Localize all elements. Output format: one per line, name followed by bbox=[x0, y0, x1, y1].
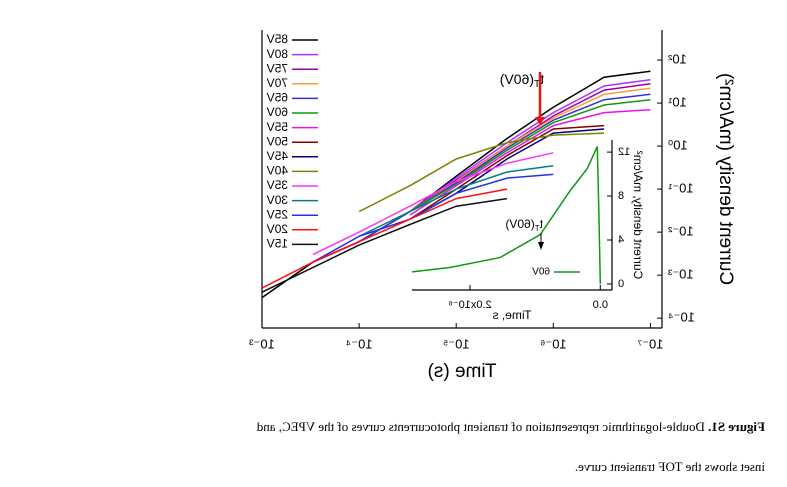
legend-label: 85V bbox=[267, 32, 288, 46]
x-tick-label: 10⁻⁵ bbox=[443, 336, 470, 351]
y-axis-label: Current density, mA/cm² bbox=[631, 151, 645, 279]
legend-label: 75V bbox=[267, 61, 288, 75]
x-tick-label: 10⁻⁶ bbox=[540, 336, 567, 351]
annotation-text: (60V) bbox=[505, 217, 534, 231]
annotation: tT(60V) bbox=[505, 217, 543, 233]
x-tick-label: 2.0x10⁻⁶ bbox=[448, 299, 491, 311]
legend-label: 20V bbox=[267, 222, 288, 236]
legend-label: 40V bbox=[267, 164, 288, 178]
annotation-sub: T bbox=[535, 224, 540, 233]
y-tick-label: 0 bbox=[618, 278, 624, 290]
caption-line: Figure S1. Double-logarithmic representa… bbox=[256, 419, 765, 434]
y-tick-label: 10⁻¹ bbox=[667, 181, 693, 196]
caption-line: inset shows the TOF transient curve. bbox=[575, 459, 765, 474]
y-tick-label: 10² bbox=[667, 52, 686, 67]
legend-label: 30V bbox=[267, 193, 288, 207]
y-tick-label: 10⁻⁴ bbox=[668, 310, 695, 325]
annotation-sub: T bbox=[534, 79, 540, 90]
y-tick-label: 4 bbox=[618, 234, 624, 246]
caption: Figure S1. Double-logarithmic representa… bbox=[256, 419, 765, 474]
x-tick-label: 10⁻⁷ bbox=[637, 336, 663, 351]
legend-label: 70V bbox=[267, 76, 288, 90]
legend-label: 25V bbox=[267, 207, 288, 221]
annotation-text: t bbox=[539, 217, 543, 231]
legend-label: 55V bbox=[267, 120, 288, 134]
series-line bbox=[358, 132, 605, 213]
annotation: tT(60V) bbox=[500, 71, 544, 90]
x-tick-label: 0.0 bbox=[593, 299, 608, 311]
legend-label: 80V bbox=[267, 47, 288, 61]
y-tick-label: 10⁻³ bbox=[667, 267, 693, 282]
annotation-text: (60V) bbox=[500, 71, 534, 87]
x-axis-label: Time, s bbox=[493, 308, 532, 322]
series-line bbox=[409, 98, 651, 213]
series-line bbox=[411, 146, 602, 285]
series-line bbox=[261, 197, 508, 293]
y-tick-label: 8 bbox=[618, 190, 624, 202]
annotation-arrowhead bbox=[535, 117, 545, 125]
series-line bbox=[312, 152, 554, 256]
x-axis-label: Time (s) bbox=[428, 361, 497, 382]
legend-label: 35V bbox=[267, 178, 288, 192]
series-line bbox=[409, 124, 605, 220]
legend-label: 15V bbox=[267, 237, 288, 251]
legend-label: 50V bbox=[267, 134, 288, 148]
series-line bbox=[358, 164, 554, 237]
annotation-text: t bbox=[540, 71, 544, 87]
x-tick-label: 10⁻³ bbox=[249, 336, 275, 351]
legend-label: 45V bbox=[267, 149, 288, 163]
y-tick-label: 10⁻² bbox=[667, 224, 693, 239]
caption-text: Double-logarithmic representation of tra… bbox=[256, 419, 705, 434]
legend-label: 60V bbox=[532, 267, 550, 278]
y-tick-label: 10¹ bbox=[667, 95, 686, 110]
annotation-arrowhead bbox=[538, 242, 544, 250]
legend-label: 60V bbox=[267, 105, 288, 119]
y-axis-label: Current density (mA/cm²) bbox=[715, 73, 736, 285]
legend-label: 65V bbox=[267, 91, 288, 105]
series-line bbox=[312, 173, 554, 263]
y-tick-label: 10⁰ bbox=[668, 138, 688, 153]
series-line bbox=[261, 188, 508, 289]
caption-label: Figure S1. bbox=[708, 419, 765, 434]
x-tick-label: 10⁻⁴ bbox=[346, 336, 373, 351]
y-tick-label: 12 bbox=[618, 146, 630, 158]
